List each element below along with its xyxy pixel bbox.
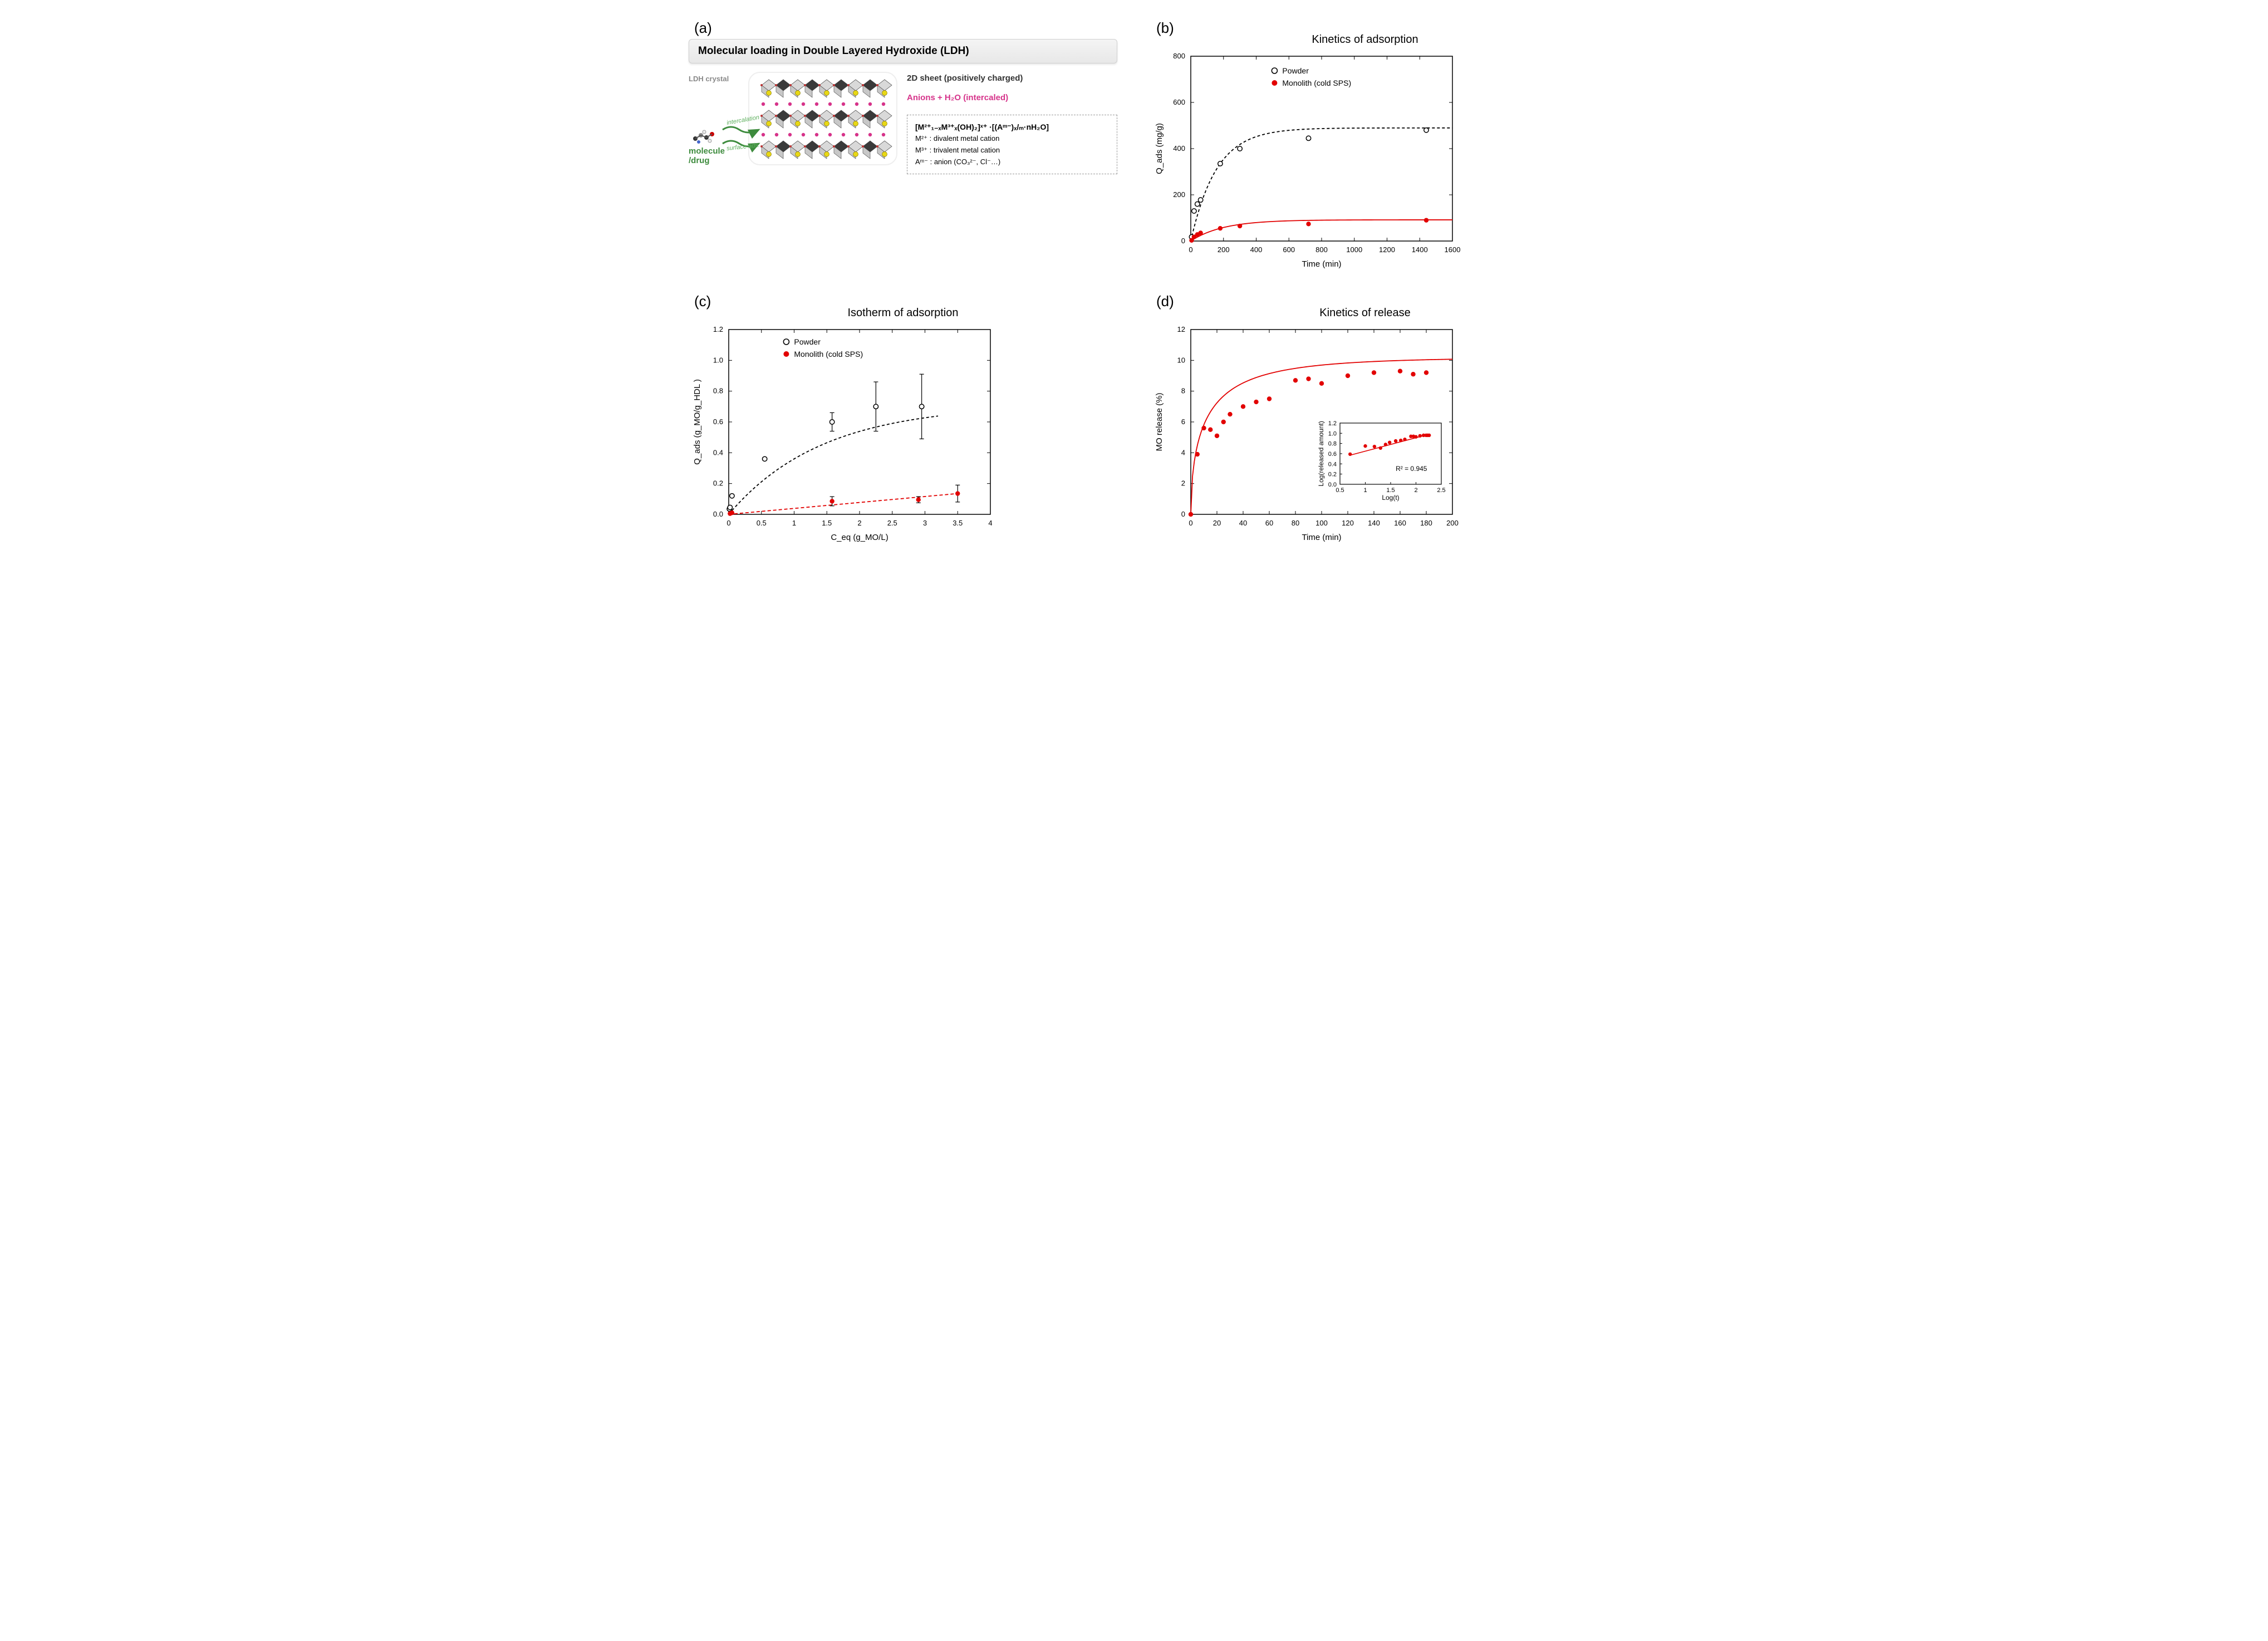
svg-text:3: 3 — [923, 519, 927, 527]
svg-text:120: 120 — [1342, 519, 1354, 527]
svg-text:Log(released amount): Log(released amount) — [1317, 421, 1325, 486]
formula-m2: M²⁺ : divalent metal cation — [915, 133, 1109, 145]
svg-text:1200: 1200 — [1379, 245, 1395, 254]
formula-m3: M³⁺ : trivalent metal cation — [915, 145, 1109, 156]
svg-text:Time (min): Time (min) — [1302, 259, 1341, 269]
svg-text:2.5: 2.5 — [887, 519, 897, 527]
svg-text:0: 0 — [1189, 519, 1192, 527]
svg-text:1.2: 1.2 — [713, 325, 723, 333]
svg-text:0: 0 — [1181, 237, 1185, 245]
svg-text:200: 200 — [1446, 519, 1459, 527]
panel-a: (a) Molecular loading in Double Layered … — [689, 22, 1117, 273]
svg-text:0: 0 — [726, 519, 730, 527]
svg-text:R² = 0.945: R² = 0.945 — [1396, 465, 1427, 473]
svg-text:0: 0 — [1181, 510, 1185, 518]
svg-text:100: 100 — [1315, 519, 1328, 527]
svg-text:0.2: 0.2 — [713, 479, 723, 488]
svg-text:6: 6 — [1181, 417, 1185, 426]
svg-text:1.0: 1.0 — [1328, 430, 1337, 437]
svg-text:1.5: 1.5 — [1386, 487, 1395, 494]
svg-text:600: 600 — [1173, 98, 1185, 106]
svg-text:180: 180 — [1420, 519, 1432, 527]
svg-text:0.4: 0.4 — [713, 448, 723, 456]
svg-text:0.6: 0.6 — [1328, 451, 1337, 458]
ldh-crystal-label: LDH crystal — [689, 75, 739, 83]
formula-am: Aᵐ⁻ : anion (CO₃²⁻, Cl⁻…) — [915, 156, 1109, 168]
svg-text:12: 12 — [1177, 325, 1185, 333]
svg-text:1000: 1000 — [1346, 245, 1362, 254]
svg-text:0: 0 — [1189, 245, 1192, 254]
svg-text:1.2: 1.2 — [1328, 420, 1337, 427]
panel-b: (b) Kinetics of adsorption 0200400600800… — [1151, 22, 1579, 273]
svg-text:10: 10 — [1177, 356, 1185, 364]
svg-text:0.6: 0.6 — [713, 417, 723, 426]
svg-text:8: 8 — [1181, 387, 1185, 395]
svg-text:Powder: Powder — [1282, 66, 1309, 75]
svg-text:1: 1 — [1363, 487, 1367, 494]
svg-text:Q_ads (mg/g): Q_ads (mg/g) — [1155, 123, 1164, 174]
svg-text:600: 600 — [1283, 245, 1295, 254]
svg-text:Powder: Powder — [794, 337, 821, 346]
svg-text:Monolith (cold SPS): Monolith (cold SPS) — [1282, 78, 1351, 87]
panel-label-a: (a) — [694, 19, 712, 37]
svg-text:160: 160 — [1394, 519, 1406, 527]
svg-text:0.8: 0.8 — [713, 387, 723, 395]
chart-b-title: Kinetics of adsorption — [1151, 33, 1579, 46]
svg-text:60: 60 — [1265, 519, 1273, 527]
svg-text:2: 2 — [857, 519, 861, 527]
formula-box: [M²⁺₁₋ₓM³⁺ₓ(OH)₂]ˣ⁺ ·[(Aᵐ⁻)ₓ/ₘ·nH₂O] M²⁺… — [907, 115, 1117, 174]
svg-text:0.5: 0.5 — [757, 519, 767, 527]
svg-text:2: 2 — [1181, 479, 1185, 488]
svg-text:800: 800 — [1315, 245, 1328, 254]
svg-text:400: 400 — [1250, 245, 1263, 254]
chart-d: 020406080100120140160180200024681012Time… — [1151, 324, 1462, 547]
svg-text:2.5: 2.5 — [1437, 487, 1445, 494]
anion-label: Anions + H₂O (intercaled) — [907, 93, 1117, 102]
svg-text:0.4: 0.4 — [1328, 461, 1337, 468]
chart-b: 0 200 400 600 800 1000 1200 1400 1600 0 200 400 600 8… — [1151, 51, 1462, 273]
svg-text:80: 80 — [1292, 519, 1299, 527]
molecule-icon — [689, 122, 722, 147]
svg-text:0.2: 0.2 — [1328, 471, 1337, 478]
formula-header: [M²⁺₁₋ₓM³⁺ₓ(OH)₂]ˣ⁺ ·[(Aᵐ⁻)ₓ/ₘ·nH₂O] — [915, 121, 1109, 133]
svg-text:1.5: 1.5 — [822, 519, 832, 527]
svg-text:3.5: 3.5 — [953, 519, 963, 527]
svg-text:4: 4 — [1181, 448, 1185, 456]
ldh-schematic — [748, 71, 898, 166]
svg-text:Log(t): Log(t) — [1382, 494, 1399, 502]
sheet-label: 2D sheet (positively charged) — [907, 73, 1117, 83]
chart-c: 0 0.5 1 1.5 2 2.5 3 3.5 4 0.0 0.2 0.4 0.6 0.8 1.0 1.2 C_… — [689, 324, 1000, 547]
svg-text:1400: 1400 — [1412, 245, 1428, 254]
panel-a-title: Molecular loading in Double Layered Hydr… — [689, 39, 1117, 63]
svg-text:1.0: 1.0 — [713, 356, 723, 364]
svg-text:0.0: 0.0 — [713, 510, 723, 518]
svg-text:40: 40 — [1239, 519, 1247, 527]
svg-text:C_eq (g_MO/L): C_eq (g_MO/L) — [831, 533, 888, 542]
chart-d-title: Kinetics of release — [1151, 307, 1579, 320]
svg-text:0.0: 0.0 — [1328, 482, 1337, 488]
svg-text:2: 2 — [1414, 487, 1417, 494]
svg-text:140: 140 — [1368, 519, 1380, 527]
svg-text:1: 1 — [792, 519, 796, 527]
svg-text:400: 400 — [1173, 144, 1185, 153]
svg-text:800: 800 — [1173, 52, 1185, 60]
svg-text:200: 200 — [1173, 190, 1185, 199]
panel-d: (d) Kinetics of release 0204060801001201… — [1151, 296, 1579, 547]
panel-c: (c) Isotherm of adsorption 00.511.522.53… — [689, 296, 1117, 547]
svg-text:4: 4 — [988, 519, 992, 527]
svg-text:MO release (%): MO release (%) — [1155, 392, 1164, 451]
svg-text:200: 200 — [1218, 245, 1230, 254]
svg-text:0.8: 0.8 — [1328, 441, 1337, 448]
svg-text:Time (min): Time (min) — [1302, 533, 1341, 542]
svg-text:Monolith (cold SPS): Monolith (cold SPS) — [794, 350, 863, 358]
svg-text:20: 20 — [1213, 519, 1221, 527]
svg-text:Q_ads (g_MO/g_HDL ): Q_ads (g_MO/g_HDL ) — [693, 379, 702, 465]
chart-c-title: Isotherm of adsorption — [689, 307, 1117, 320]
svg-text:1600: 1600 — [1445, 245, 1461, 254]
svg-text:0.5: 0.5 — [1336, 487, 1344, 494]
